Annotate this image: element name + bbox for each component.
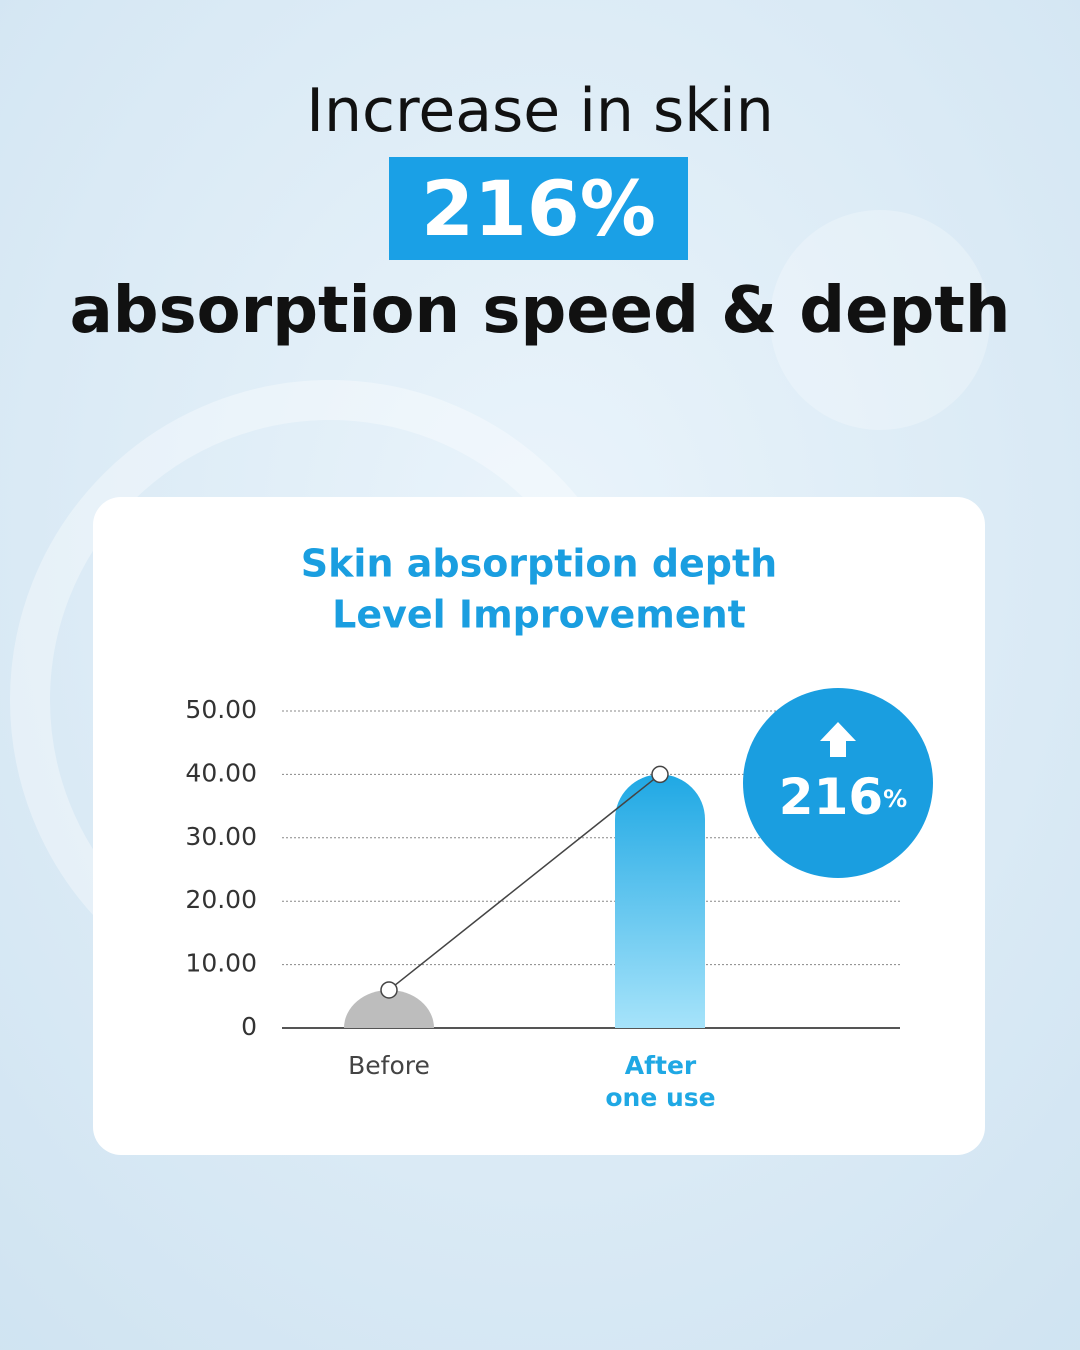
badge-circle (743, 688, 933, 878)
y-tick-label: 50.00 (185, 695, 257, 724)
headline: Increase in skin (306, 76, 774, 146)
chart-title: Level Improvement (332, 593, 746, 637)
headline-highlight: 216% (389, 157, 688, 260)
x-tick-label: After one use (605, 1051, 716, 1112)
bar (615, 774, 705, 1028)
y-tick-label: 0 (241, 1012, 257, 1041)
plot-area: 0 10.00 20.00 30.00 40.00 50.00 216% (185, 688, 933, 1041)
y-tick-label: 20.00 (185, 885, 257, 914)
point-marker (651, 765, 669, 784)
badge-arrow (820, 722, 856, 757)
x-tick-label: Before (348, 1051, 430, 1080)
point-marker (380, 981, 398, 999)
badge-text: 216% (779, 768, 907, 826)
headline: absorption speed & depth (69, 274, 1011, 348)
connector-line (388, 773, 661, 991)
y-tick-label: 10.00 (185, 949, 257, 978)
badge-unit: % (883, 785, 907, 813)
water-bubble (770, 210, 990, 430)
bar (344, 989, 434, 1028)
chart-title: Skin absorption depth (301, 542, 777, 586)
y-tick-label: 40.00 (185, 758, 257, 787)
y-tick-label: 30.00 (185, 822, 257, 851)
chart-card (93, 497, 985, 1155)
badge-number: 216 (779, 768, 883, 826)
